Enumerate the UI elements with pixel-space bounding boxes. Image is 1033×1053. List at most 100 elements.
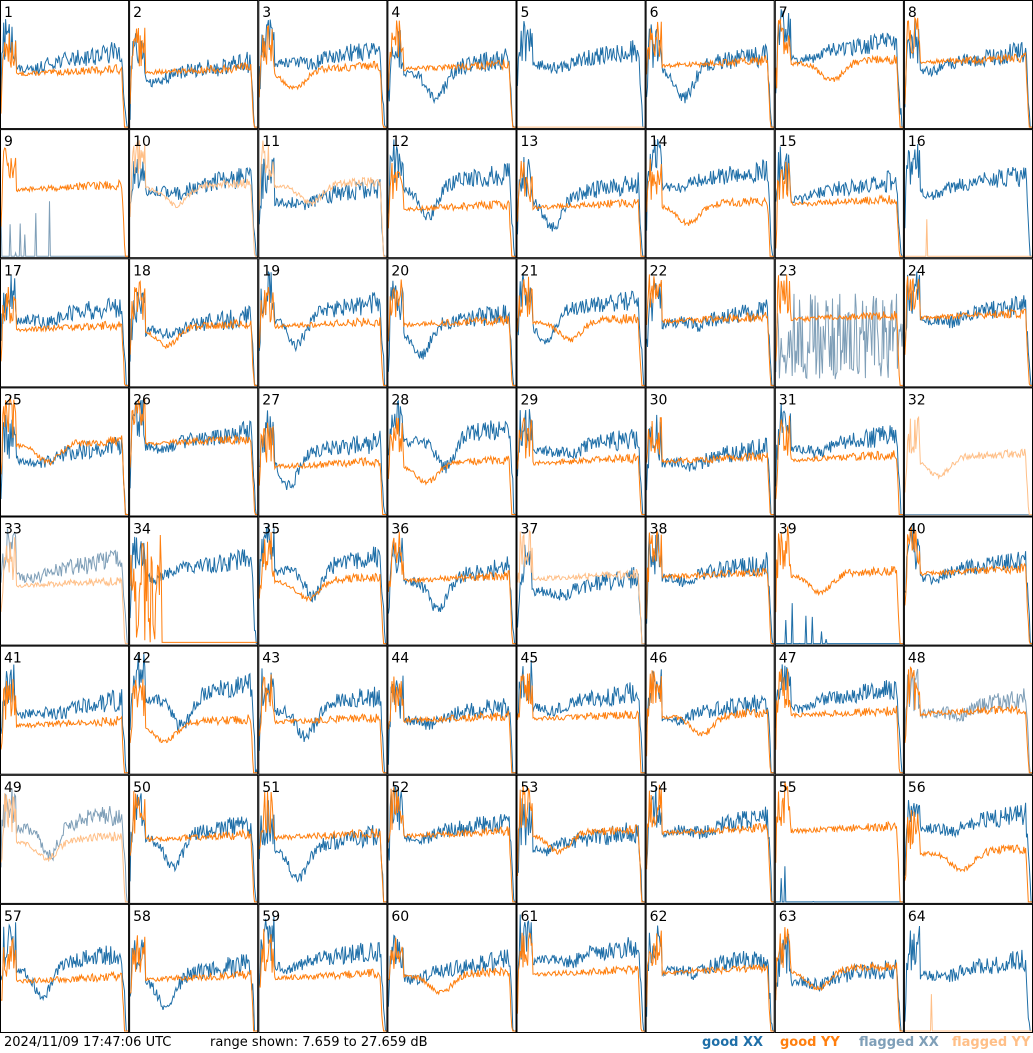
legend-good-xx: good XX [702, 1035, 764, 1050]
series-xx-line-8 [904, 19, 1032, 128]
panel-label-51: 51 [262, 780, 280, 796]
panel-border-25 [0, 387, 130, 517]
panel-60: 60 [387, 903, 517, 1033]
series-xx-line-6 [646, 24, 774, 128]
series-xx-line-4 [387, 30, 516, 128]
panel-38: 38 [645, 516, 775, 646]
panel-label-44: 44 [391, 651, 409, 667]
series-yy-line-57 [0, 937, 129, 1032]
panel-5: 5 [516, 0, 646, 130]
panel-label-29: 29 [521, 392, 539, 408]
series-yy-line-13 [517, 160, 645, 257]
series-xx-line-37 [517, 544, 645, 645]
panel-3: 3 [258, 0, 388, 130]
series-yy-line-20 [387, 279, 516, 386]
panel-border-22 [645, 258, 775, 388]
series-xx-line-20 [387, 280, 516, 386]
panel-border-38 [645, 516, 775, 646]
panel-52: 52 [387, 774, 517, 904]
series-yy-line-6 [646, 21, 774, 128]
series-yy-line-14 [646, 158, 774, 257]
series-yy-line-64 [904, 994, 1032, 1032]
series-yy-line-37 [517, 529, 645, 645]
panel-border-61 [516, 903, 646, 1033]
series-xx-line-35 [258, 523, 387, 645]
series-yy-line-40 [904, 524, 1032, 645]
panel-border-21 [516, 258, 646, 388]
panel-label-31: 31 [779, 392, 797, 408]
panel-border-18 [129, 258, 259, 388]
panel-label-20: 20 [391, 263, 409, 279]
panel-28: 28 [387, 387, 517, 517]
panel-label-61: 61 [521, 909, 539, 925]
panel-border-50 [129, 774, 259, 904]
series-yy-line-32 [904, 415, 1032, 515]
panel-58: 58 [129, 903, 259, 1033]
panel-label-46: 46 [650, 651, 668, 667]
panel-45: 45 [516, 645, 646, 775]
series-yy-line-17 [0, 286, 129, 386]
panel-label-54: 54 [650, 780, 668, 796]
panel-label-34: 34 [133, 522, 151, 538]
series-xx-line-31 [775, 403, 903, 515]
panel-border-60 [387, 903, 517, 1033]
panel-border-15 [774, 129, 904, 259]
timestamp-label: 2024/11/09 17:47:06 UTC [4, 1035, 172, 1050]
panel-border-57 [0, 903, 130, 1033]
series-yy-line-34 [129, 534, 258, 643]
panel-18: 18 [129, 258, 259, 388]
panel-border-11 [258, 129, 388, 259]
series-yy-line-24 [904, 276, 1032, 386]
legend-flagged-xx: flagged XX [859, 1035, 939, 1050]
range-label: range shown: 7.659 to 27.659 dB [210, 1035, 428, 1050]
panel-label-37: 37 [521, 522, 539, 538]
panel-label-16: 16 [908, 134, 926, 150]
series-yy-line-45 [517, 673, 645, 774]
series-xx-line-29 [517, 409, 645, 515]
panel-border-4 [387, 0, 517, 130]
panel-label-64: 64 [908, 909, 926, 925]
series-xx-line-3 [258, 19, 387, 128]
panel-border-36 [387, 516, 517, 646]
panel-label-60: 60 [391, 909, 409, 925]
series-xx-line-22 [646, 277, 774, 386]
panel-border-3 [258, 0, 388, 130]
panel-border-54 [645, 774, 775, 904]
panel-4: 4 [387, 0, 517, 130]
panel-40: 40 [903, 516, 1033, 646]
panel-label-63: 63 [779, 909, 797, 925]
panel-border-26 [129, 387, 259, 517]
series-xx-line-61 [517, 914, 645, 1032]
panel-border-1 [0, 0, 130, 130]
series-xx-line-56 [904, 800, 1032, 903]
panel-label-2: 2 [133, 5, 142, 21]
series-yy-line-3 [258, 24, 387, 128]
panel-label-13: 13 [521, 134, 539, 150]
panel-15: 15 [774, 129, 904, 259]
series-yy-line-42 [129, 679, 258, 774]
series-yy-line-7 [775, 18, 903, 128]
panel-label-17: 17 [4, 263, 22, 279]
panel-label-41: 41 [4, 651, 22, 667]
panel-border-2 [129, 0, 259, 130]
series-xx-line-38 [646, 531, 774, 645]
series-yy-line-50 [129, 791, 258, 903]
panel-border-63 [774, 903, 904, 1033]
series-yy-line-25 [0, 397, 129, 515]
panel-label-18: 18 [133, 263, 151, 279]
series-xx-line-60 [387, 934, 516, 1032]
footer-bar: 2024/11/09 17:47:06 UTC range shown: 7.6… [0, 1033, 1033, 1053]
panel-border-27 [258, 387, 388, 517]
panel-63: 63 [774, 903, 904, 1033]
panel-61: 61 [516, 903, 646, 1033]
series-yy-line-29 [517, 417, 645, 515]
panel-49: 49 [0, 774, 130, 904]
panel-7: 7 [774, 0, 904, 130]
series-yy-line-46 [646, 670, 774, 774]
panel-border-33 [0, 516, 130, 646]
panel-12: 12 [387, 129, 517, 259]
series-xx-line-26 [129, 399, 258, 515]
panel-border-46 [645, 645, 775, 775]
panel-31: 31 [774, 387, 904, 517]
panel-20: 20 [387, 258, 517, 388]
